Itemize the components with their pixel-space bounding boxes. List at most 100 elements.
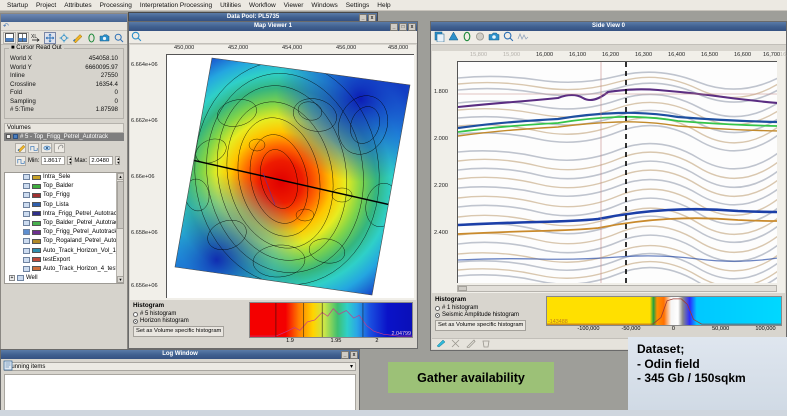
horizon-tree[interactable]: Intra_Sele Top_Balder Top_Frigg Top_List… [4, 171, 124, 284]
map-viewer-minimize-button[interactable]: _ [390, 22, 398, 31]
tree-item-top-rogaland-petrel-autotrack[interactable]: Top_Rogaland_Petrel_Autotrack [5, 237, 123, 246]
tree-item-intra-sele[interactable]: Intra_Sele [5, 173, 123, 182]
expand-icon[interactable] [6, 134, 11, 139]
move-crosshair-icon[interactable] [43, 31, 57, 44]
link-icon[interactable] [54, 142, 65, 153]
menu-item-interpretation-processing[interactable]: Interpretation Processing [139, 1, 213, 9]
map-viewer-titlebar[interactable]: Map Viewer 1 _ □ x [129, 22, 417, 31]
menu-item-processing[interactable]: Processing [99, 1, 132, 9]
checkbox-icon[interactable] [23, 256, 30, 263]
volumes-selected-row[interactable]: # 5 - Top_Frigg_Petrel_Autotrack [4, 132, 124, 141]
visibility-icon[interactable] [13, 134, 18, 139]
menu-item-attributes[interactable]: Attributes [64, 1, 92, 9]
tree-item-auto-track-horizon-vol-1[interactable]: Auto_Track_Horizon_Vol_1_ [5, 246, 123, 255]
paint-icon[interactable] [436, 339, 446, 350]
map-viewer-maximize-button[interactable]: □ [399, 22, 407, 31]
menu-item-viewer[interactable]: Viewer [283, 1, 304, 9]
set-volume-specific-histogram-button[interactable]: Set as Volume specific histogram [133, 325, 225, 337]
camera-icon[interactable] [488, 31, 500, 44]
menu-item-utilities[interactable]: Utilities [220, 1, 242, 9]
zero-icon[interactable] [85, 32, 98, 44]
radio-icon[interactable] [133, 318, 138, 324]
tree-item-top-lista[interactable]: Top_Lista [5, 200, 123, 209]
copy-icon[interactable] [434, 31, 445, 44]
horizon-map-canvas[interactable] [166, 54, 414, 298]
data-pool-minimize-button[interactable]: _ [359, 13, 367, 21]
tree-item-top-frigg[interactable]: Top_Frigg [5, 191, 123, 200]
triangle-icon[interactable] [448, 31, 459, 44]
checkbox-icon[interactable] [23, 183, 30, 190]
undo-icon[interactable]: ↶ [3, 23, 9, 30]
map-colorbar[interactable]: 2.04799 [249, 302, 413, 338]
checkbox-icon[interactable] [23, 174, 30, 181]
radio-icon[interactable] [435, 305, 440, 311]
tree-item-top-balder[interactable]: Top_Balder [5, 182, 123, 191]
log-output-area[interactable] [4, 374, 356, 416]
map-viewer-close-button[interactable]: x [408, 22, 416, 31]
side-view-colorbar[interactable]: -143488 [546, 296, 782, 326]
tree-group-polygon-selection[interactable]: + Polygon Selection [5, 283, 123, 284]
side-view-histogram-option-volume[interactable]: # 1 histogram [435, 305, 542, 311]
circle-icon[interactable] [475, 31, 485, 44]
log-window-close-button[interactable]: x [350, 350, 358, 359]
side-view-titlebar[interactable]: Side View 0 [431, 22, 786, 31]
tree-item-intra-frigg-petrel-autotrack[interactable]: Intra_Frigg_Petrel_Autotrack [5, 209, 123, 218]
tree-scroll-thumb[interactable] [117, 180, 123, 229]
split-vertical-icon[interactable] [3, 31, 16, 44]
log-window-minimize-button[interactable]: _ [341, 350, 349, 359]
eye-icon[interactable] [41, 142, 52, 153]
tree-item-testexport[interactable]: testExport [5, 255, 123, 264]
tree-scrollbar[interactable]: ▲ ▼ [116, 172, 123, 283]
magnifier-icon[interactable] [131, 31, 142, 44]
map-plot-area[interactable]: 450,000 452,000 454,000 456,000 458,000 … [130, 45, 416, 300]
radio-icon[interactable] [435, 312, 440, 318]
expand-icon[interactable]: + [9, 275, 15, 282]
paint-icon[interactable] [15, 142, 26, 153]
target-icon[interactable] [57, 32, 70, 44]
menu-item-project[interactable]: Project [35, 1, 57, 9]
tree-item-top-frigg-petrel-autotrack[interactable]: Top_Frigg_Petrel_Autotrack [5, 228, 123, 237]
side-view-hscrollbar[interactable] [457, 285, 777, 292]
pencil-icon[interactable] [466, 338, 476, 350]
tree-item-auto-track-horizon-4-test[interactable]: Auto_Track_Horizon_4_test [5, 264, 123, 273]
min-input[interactable]: 1.8617 [41, 156, 66, 165]
tree-group-well[interactable]: + Well [5, 274, 123, 283]
menu-item-help[interactable]: Help [377, 1, 391, 9]
side-view-set-volume-specific-histogram-button[interactable]: Set as Volume specific histogram [435, 319, 527, 331]
checkbox-icon[interactable] [23, 229, 30, 236]
scissors-icon[interactable] [451, 339, 461, 350]
checkbox-icon[interactable] [23, 201, 30, 208]
checkbox-icon[interactable] [23, 210, 30, 217]
menu-item-windows[interactable]: Windows [311, 1, 338, 9]
checkbox-icon[interactable] [17, 275, 24, 282]
checkbox-icon[interactable] [23, 247, 30, 254]
map-histogram-option-volume[interactable]: # 5 histogram [133, 311, 245, 317]
min-stepper[interactable]: ▲ ▼ [67, 156, 73, 165]
ruler-icon[interactable] [71, 32, 84, 44]
checkbox-icon[interactable] [23, 238, 30, 245]
max-stepper[interactable]: ▲ ▼ [115, 156, 121, 165]
log-window-titlebar[interactable]: Log Window _ x [1, 350, 359, 359]
magnifier-icon[interactable] [112, 32, 125, 44]
side-view-histogram-option-seismic[interactable]: Seismic Amplitude histogram [435, 312, 542, 318]
checkbox-icon[interactable] [23, 220, 30, 227]
chevron-down-icon[interactable]: ▾ [349, 364, 353, 370]
step-icon[interactable] [28, 142, 39, 153]
max-input[interactable]: 2.0480 [89, 156, 114, 165]
seismic-section-canvas[interactable] [457, 61, 777, 283]
data-pool-close-button[interactable]: x [368, 13, 376, 21]
side-view-hscroll-thumb[interactable] [458, 286, 467, 291]
menu-item-startup[interactable]: Startup [7, 1, 28, 9]
xl-arrow-icon[interactable]: XL [30, 32, 43, 44]
histogram-range-icon[interactable] [15, 155, 26, 166]
checkbox-icon[interactable] [23, 265, 30, 272]
camera-icon[interactable] [98, 32, 111, 44]
scroll-up-icon[interactable]: ▲ [117, 172, 123, 180]
split-horizontal-icon[interactable] [16, 31, 30, 44]
radio-icon[interactable] [133, 311, 138, 317]
trash-icon[interactable] [481, 339, 491, 350]
scroll-down-icon[interactable]: ▼ [117, 275, 123, 283]
side-view-plot-area[interactable]: 15,800 15,900 16,000 16,100 16,200 16,30… [432, 51, 787, 293]
left-panel-titlebar[interactable] [1, 14, 127, 22]
checkbox-icon[interactable] [23, 192, 30, 199]
